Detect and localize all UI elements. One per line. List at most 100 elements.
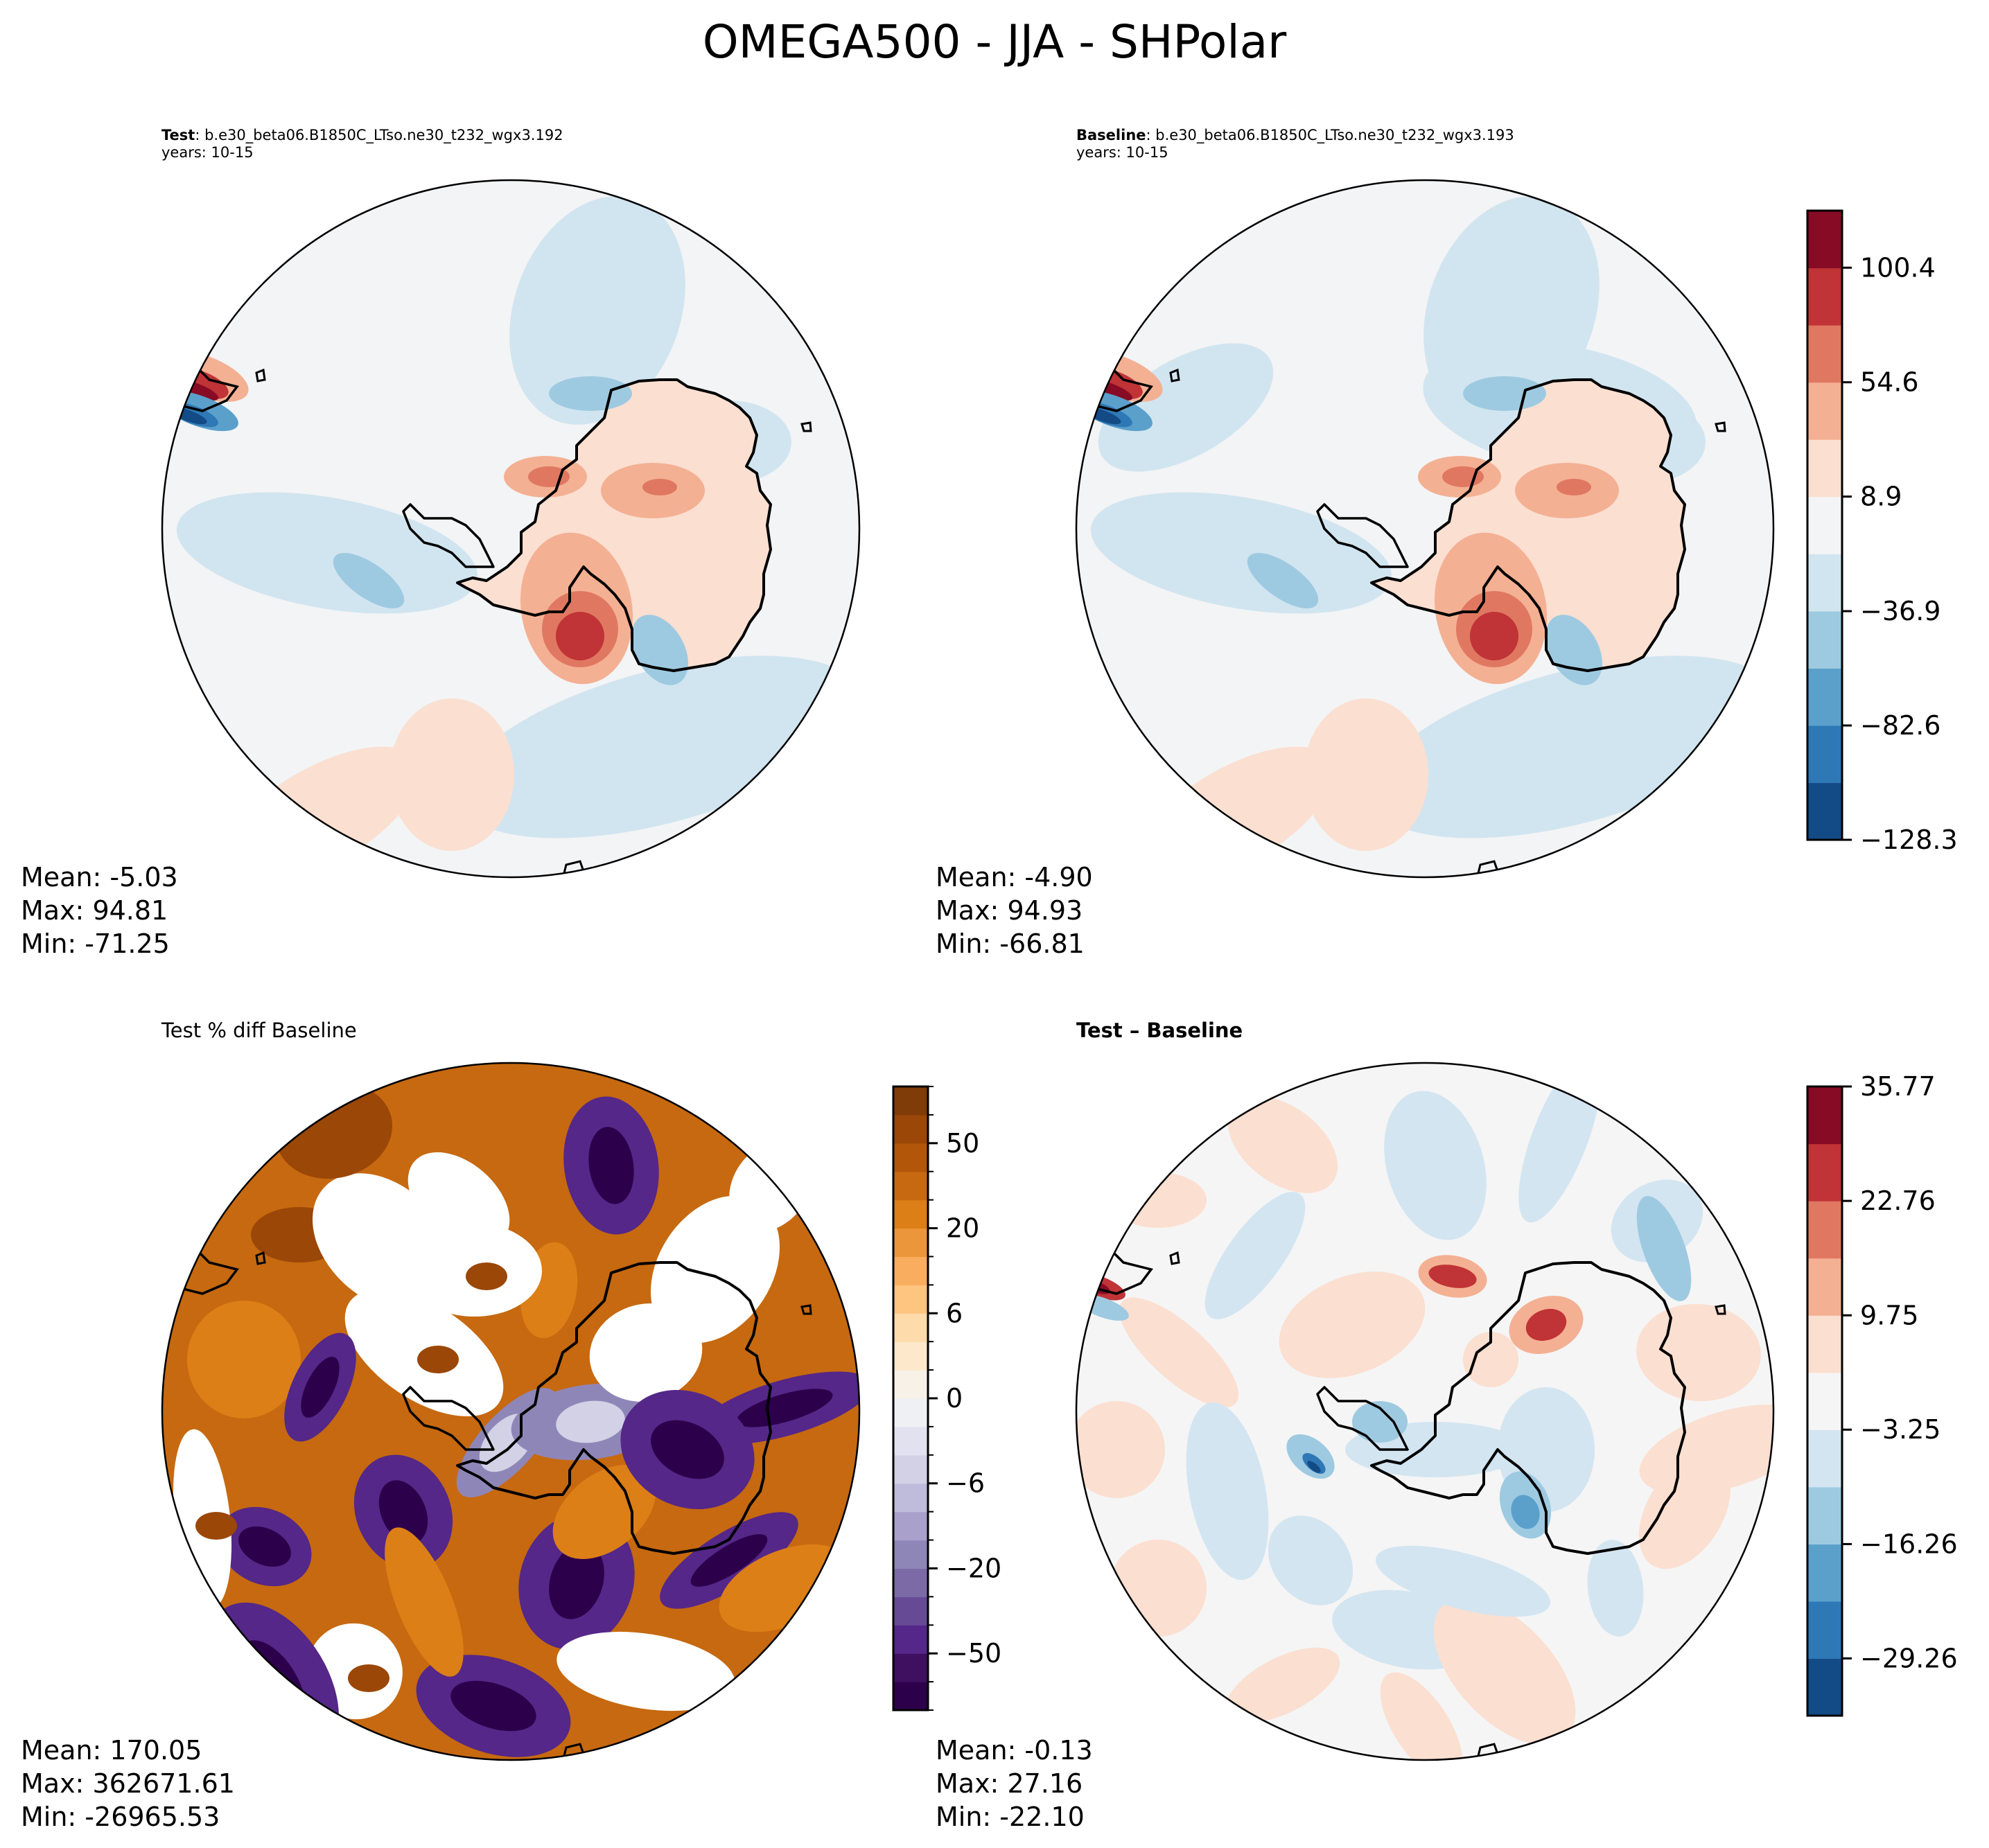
peninsula-coastline — [1316, 1386, 1409, 1451]
island-coastline — [1715, 1304, 1726, 1315]
contour-region — [642, 479, 677, 495]
contour-region — [417, 1346, 459, 1373]
colorbar-bin — [1807, 668, 1842, 726]
contour-region — [457, 655, 859, 838]
contour-region — [1090, 492, 1392, 614]
colorbar-bin — [893, 1313, 928, 1342]
colorbar-tick-label: −16.26 — [1860, 1529, 1958, 1559]
test-stats: Mean: -5.03 Max: 94.81 Min: -71.25 — [21, 861, 178, 960]
pctdiff-max: Max: 362671.61 — [21, 1768, 235, 1799]
contour-region — [588, 1127, 634, 1204]
contour-region — [1247, 552, 1319, 609]
colorbar-bin — [1807, 782, 1842, 841]
contour-region — [186, 1301, 301, 1418]
colorbar-bin — [1807, 382, 1842, 440]
colorbar-tick-label: 50 — [946, 1128, 979, 1159]
contour-region — [549, 376, 632, 411]
island-coastline — [255, 1251, 266, 1265]
diff-panel-title: Test – Baseline — [1076, 1019, 1243, 1042]
contour-region — [1557, 479, 1591, 495]
colorbar-tick-label: 6 — [946, 1298, 963, 1328]
contour-region — [1372, 655, 1773, 838]
antarctica-coastline — [1370, 1261, 1686, 1555]
contour-region — [1376, 1545, 1550, 1617]
contour-region — [552, 1465, 656, 1559]
contour-region — [333, 552, 405, 609]
colorbar-bin — [893, 1568, 928, 1597]
contour-region — [1227, 1096, 1338, 1193]
colorbar-bin — [1807, 1086, 1842, 1145]
contour-region — [1525, 1308, 1567, 1341]
colorbar-bin — [893, 1143, 928, 1172]
contour-region — [1463, 1332, 1518, 1387]
contour-region — [1304, 698, 1428, 851]
diff-min: Min: -22.10 — [936, 1802, 1085, 1832]
colorbar-bin — [893, 1625, 928, 1654]
baseline-max: Max: 94.93 — [936, 895, 1083, 926]
colorbar-bin — [1807, 1429, 1842, 1488]
contour-region — [556, 1400, 625, 1443]
contour-region — [1076, 1401, 1165, 1498]
colorbar-bin — [893, 1341, 928, 1371]
colorbar-tick-label: 54.6 — [1860, 367, 1919, 398]
colorbar-bin — [893, 1114, 928, 1144]
colorbar-tick-label: −29.26 — [1860, 1643, 1958, 1673]
test-years: years: 10-15 — [161, 144, 254, 161]
colorbar-tick-label: 20 — [946, 1213, 979, 1244]
pctdiff-panel-title: Test % diff Baseline — [161, 1019, 357, 1042]
map-field — [162, 180, 859, 877]
baseline-stats: Mean: -4.90 Max: 94.93 Min: -66.81 — [936, 861, 1093, 960]
pctdiff-min: Min: -26965.53 — [21, 1802, 220, 1832]
contour-region — [1545, 615, 1602, 685]
australia-coastline — [561, 1743, 586, 1760]
contour-region — [1204, 1191, 1306, 1320]
diff-stats: Mean: -0.13 Max: 27.16 Min: -22.10 — [936, 1734, 1093, 1833]
contour-region — [1433, 1597, 1576, 1745]
peninsula-coastline — [402, 503, 495, 568]
contour-region — [1279, 1271, 1426, 1378]
contour-region — [650, 1195, 780, 1344]
colorbar-bin — [1807, 439, 1842, 498]
peninsula-coastline — [402, 1386, 495, 1451]
map-boundary — [161, 179, 861, 879]
colorbar-bin — [893, 1454, 928, 1484]
peninsula-coastline — [1316, 503, 1409, 568]
colorbar-tick-label: −20 — [946, 1553, 1001, 1583]
contour-region — [238, 1526, 291, 1567]
colorbar-bin — [893, 1398, 928, 1427]
colorbar-tick-label: 22.76 — [1860, 1186, 1936, 1216]
colorbar-bin — [893, 1199, 928, 1229]
colorbar-tick-label: −50 — [946, 1638, 1001, 1669]
colorbar-bin — [1807, 1658, 1842, 1716]
island-coastline — [1715, 421, 1726, 432]
contour-region — [389, 698, 514, 851]
contour-region — [1470, 612, 1518, 660]
diff-colorbar: −29.26 −16.26 −3.25 9.75 22.76 35.77 — [1806, 1071, 1958, 1717]
colorbar-tick-label: 9.75 — [1860, 1300, 1919, 1330]
australia-coastline — [561, 860, 586, 877]
map-boundary — [1075, 179, 1775, 879]
contour-region — [312, 1173, 453, 1310]
colorbar-tick-label: 100.4 — [1860, 252, 1936, 283]
colorbar-bin — [893, 1596, 928, 1626]
baseline-mean: Mean: -4.90 — [936, 862, 1093, 892]
colorbar-bin — [1807, 267, 1842, 326]
contour-region — [1352, 1401, 1408, 1443]
pctdiff-mean: Mean: 170.05 — [21, 1735, 202, 1766]
antarctica-coastline — [456, 1261, 772, 1555]
contour-region — [549, 1543, 604, 1619]
colorbar-bin — [893, 1653, 928, 1682]
pctdiff-map — [161, 1062, 861, 1761]
contour-region — [1186, 1402, 1269, 1581]
baseline-label: Baseline — [1076, 127, 1146, 143]
contour-region — [736, 1389, 833, 1427]
colorbar-bin — [1807, 1486, 1842, 1545]
baseline-min: Min: -66.81 — [936, 929, 1085, 959]
contour-region — [556, 612, 604, 660]
test-panel-title: Test: b.e30_beta06.B1850C_LTso.ne30_t232… — [161, 127, 563, 161]
colorbar-bin — [893, 1426, 928, 1456]
colorbar-bin — [1807, 211, 1842, 269]
contour-region — [1587, 1540, 1644, 1637]
colorbar-tick-label: −3.25 — [1860, 1414, 1940, 1445]
contour-region — [1380, 1672, 1463, 1760]
